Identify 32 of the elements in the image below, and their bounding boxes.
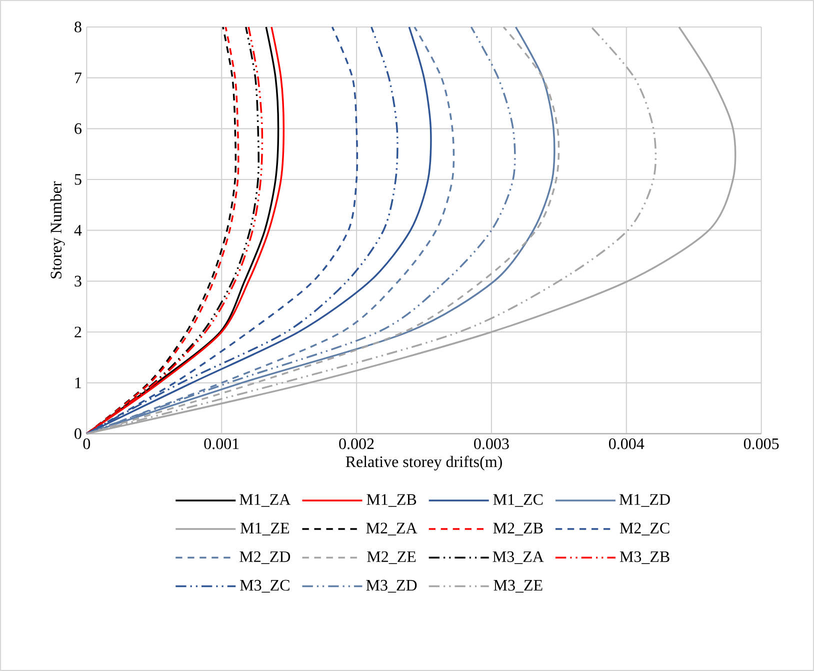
y-tick-label: 0 [74, 428, 82, 440]
legend-label: M2_ZB [493, 522, 543, 536]
y-tick-label: 6 [74, 123, 82, 134]
x-tick-label: 0 [83, 438, 90, 450]
y-tick-label: 1 [75, 378, 82, 388]
y-tick-label: 5 [74, 174, 82, 185]
legend-label: M1_ZC [493, 494, 543, 507]
x-axis-title: Relative storey drifts(m) [346, 456, 502, 470]
legend-label: M3_ZD [366, 580, 417, 593]
y-tick-label: 2 [74, 326, 82, 338]
legend-label: M3_ZC [240, 580, 290, 593]
y-tick-label: 7 [75, 72, 82, 84]
y-tick-label: 8 [74, 22, 82, 32]
legend-label: M2_ZD [240, 551, 290, 564]
legend-label: M2_ZE [367, 551, 416, 564]
x-tick-label: 0.005 [744, 438, 779, 450]
y-axis-title: Storey Number [50, 181, 65, 278]
y-tick-label: 4 [74, 225, 82, 236]
legend-label: M1_ZB [366, 494, 416, 507]
x-tick-label: 0.004 [609, 438, 644, 450]
x-tick-label: 0.001 [204, 438, 239, 450]
legend-label: M1_ZE [240, 522, 290, 536]
x-tick-label: 0.003 [474, 438, 509, 450]
legend-label: M3_ZB [620, 551, 670, 564]
x-tick-label: 0.002 [339, 438, 374, 450]
legend-label: M1_ZD [619, 494, 670, 507]
legend-label: M3_ZA [492, 551, 544, 564]
legend-label: M2_ZC [620, 522, 670, 536]
legend-label: M3_ZE [494, 580, 542, 593]
legend-label: M1_ZA [240, 494, 291, 507]
y-tick-label: 3 [74, 276, 82, 287]
legend-label: M2_ZA [366, 522, 418, 536]
